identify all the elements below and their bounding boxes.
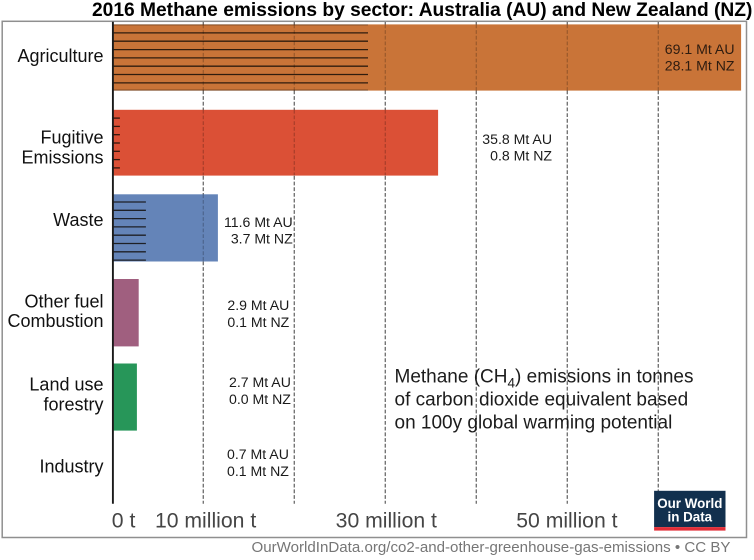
svg-text:Agriculture: Agriculture: [17, 46, 103, 66]
svg-text:50 million t: 50 million t: [516, 510, 617, 533]
svg-text:2.9 Mt AU: 2.9 Mt AU: [227, 297, 289, 313]
svg-text:Methane (CH4) emissions in ton: Methane (CH4) emissions in tonnes: [395, 367, 694, 391]
svg-text:Industry: Industry: [39, 457, 103, 477]
svg-text:11.6 Mt AU: 11.6 Mt AU: [224, 214, 293, 230]
svg-text:of carbon dioxide equivalent b: of carbon dioxide equivalent based: [395, 390, 689, 411]
svg-text:69.1 Mt AU: 69.1 Mt AU: [665, 41, 735, 57]
svg-text:OurWorldInData.org/co2-and-oth: OurWorldInData.org/co2-and-other-greenho…: [252, 539, 731, 556]
svg-text:0.8 Mt NZ: 0.8 Mt NZ: [490, 147, 552, 163]
svg-text:in Data: in Data: [667, 510, 712, 525]
svg-text:forestry: forestry: [43, 395, 103, 415]
svg-text:0 t: 0 t: [112, 510, 136, 533]
svg-text:Land use: Land use: [29, 374, 103, 394]
svg-text:10 million t: 10 million t: [155, 510, 256, 533]
svg-text:0.1 Mt NZ: 0.1 Mt NZ: [227, 314, 289, 330]
svg-text:Our World: Our World: [657, 496, 722, 511]
svg-text:Combustion: Combustion: [7, 311, 103, 331]
svg-text:0.7 Mt AU: 0.7 Mt AU: [227, 446, 289, 462]
svg-text:2016 Methane emissions by sect: 2016 Methane emissions by sector: Austra…: [92, 0, 752, 21]
svg-text:on 100y global warming potenti: on 100y global warming potential: [395, 413, 673, 434]
svg-text:0.0 Mt NZ: 0.0 Mt NZ: [229, 391, 291, 407]
svg-text:2.7 Mt AU: 2.7 Mt AU: [229, 374, 291, 390]
svg-text:3.7 Mt NZ: 3.7 Mt NZ: [231, 230, 293, 246]
svg-text:Waste: Waste: [53, 210, 103, 230]
svg-text:30 million t: 30 million t: [336, 510, 437, 533]
svg-text:35.8 Mt AU: 35.8 Mt AU: [482, 131, 552, 147]
svg-text:28.1 Mt NZ: 28.1 Mt NZ: [665, 58, 735, 74]
svg-text:Fugitive: Fugitive: [40, 127, 103, 147]
svg-text:Other fuel: Other fuel: [24, 292, 103, 312]
svg-text:0.1 Mt NZ: 0.1 Mt NZ: [227, 463, 289, 479]
svg-text:Emissions: Emissions: [21, 148, 103, 168]
